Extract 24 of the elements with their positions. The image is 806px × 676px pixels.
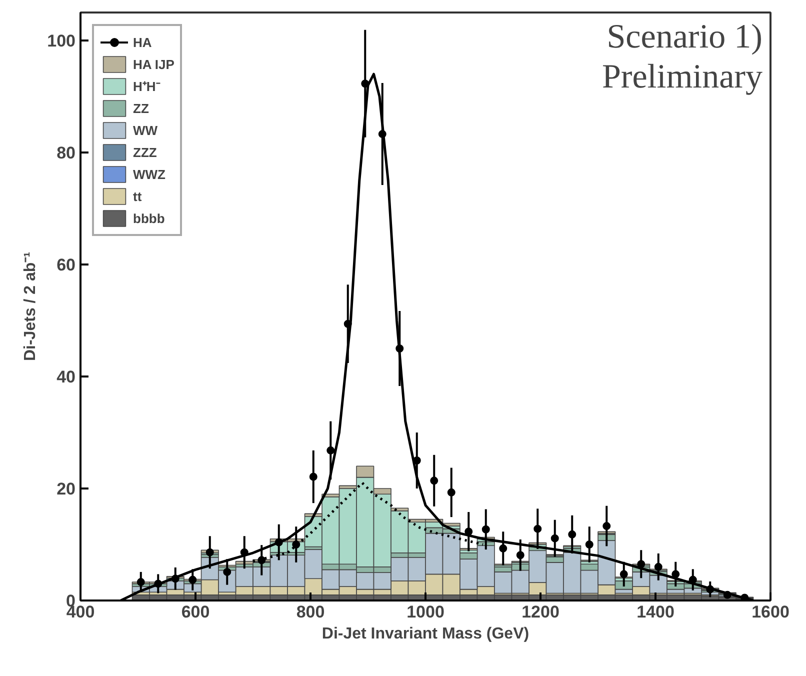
legend-label: H⁺H⁻ [133, 78, 160, 95]
legend-label: tt [133, 188, 143, 204]
x-tick-label: 1600 [752, 602, 790, 622]
y-tick-label: 40 [56, 368, 76, 386]
y-tick-label: 100 [47, 32, 76, 50]
x-tick-label: 600 [181, 602, 210, 622]
y-tick-label: 60 [56, 256, 76, 274]
x-tick-label: 1000 [406, 602, 444, 622]
annotation: Preliminary [602, 58, 763, 96]
y-tick-label: 20 [56, 480, 76, 498]
y-axis-title: Di-Jets / 2 ab⁻¹ [22, 252, 40, 362]
x-tick-label: 800 [296, 602, 325, 622]
legend-label: bbbb [133, 210, 165, 226]
legend-label: ZZ [133, 100, 150, 116]
x-tick-label: 1400 [636, 602, 674, 622]
legend-label: WWZ [133, 166, 166, 182]
annotation: Scenario 1) [606, 18, 763, 56]
legend-label: WW [133, 122, 158, 138]
x-tick-label: 1200 [522, 602, 560, 622]
x-axis-title: Di-Jet Invariant Mass (GeV) [322, 626, 530, 642]
legend-label: ZZZ [133, 144, 157, 160]
y-tick-label: 80 [56, 144, 76, 162]
legend-label: HA IJP [133, 56, 174, 72]
legend-label: HA [133, 34, 153, 50]
